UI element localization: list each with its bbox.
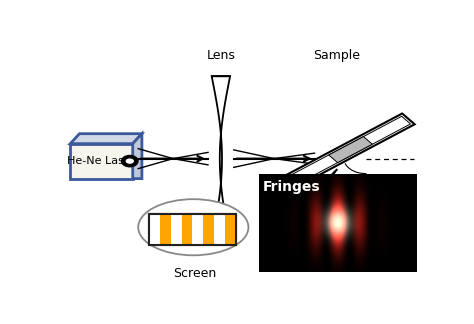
- Bar: [149, 214, 236, 245]
- Polygon shape: [133, 134, 142, 179]
- Text: Sample: Sample: [313, 49, 360, 62]
- Bar: [171, 214, 182, 245]
- Bar: [203, 214, 214, 245]
- Text: He-Ne Laser: He-Ne Laser: [67, 156, 136, 166]
- Text: Screen: Screen: [173, 267, 217, 280]
- Bar: [160, 214, 171, 245]
- Ellipse shape: [138, 199, 248, 255]
- Bar: [225, 214, 236, 245]
- Bar: [149, 214, 236, 245]
- Bar: [182, 214, 192, 245]
- Polygon shape: [212, 76, 230, 241]
- Polygon shape: [285, 116, 410, 186]
- Text: Lens: Lens: [207, 49, 235, 62]
- Circle shape: [125, 158, 135, 164]
- FancyBboxPatch shape: [70, 144, 133, 179]
- Bar: [214, 214, 225, 245]
- Text: 45°: 45°: [392, 175, 408, 184]
- Text: Fringes: Fringes: [263, 180, 321, 194]
- Bar: [149, 214, 160, 245]
- Bar: [192, 214, 203, 245]
- Polygon shape: [281, 113, 415, 189]
- Polygon shape: [329, 136, 372, 163]
- Circle shape: [122, 156, 138, 167]
- Polygon shape: [70, 134, 142, 144]
